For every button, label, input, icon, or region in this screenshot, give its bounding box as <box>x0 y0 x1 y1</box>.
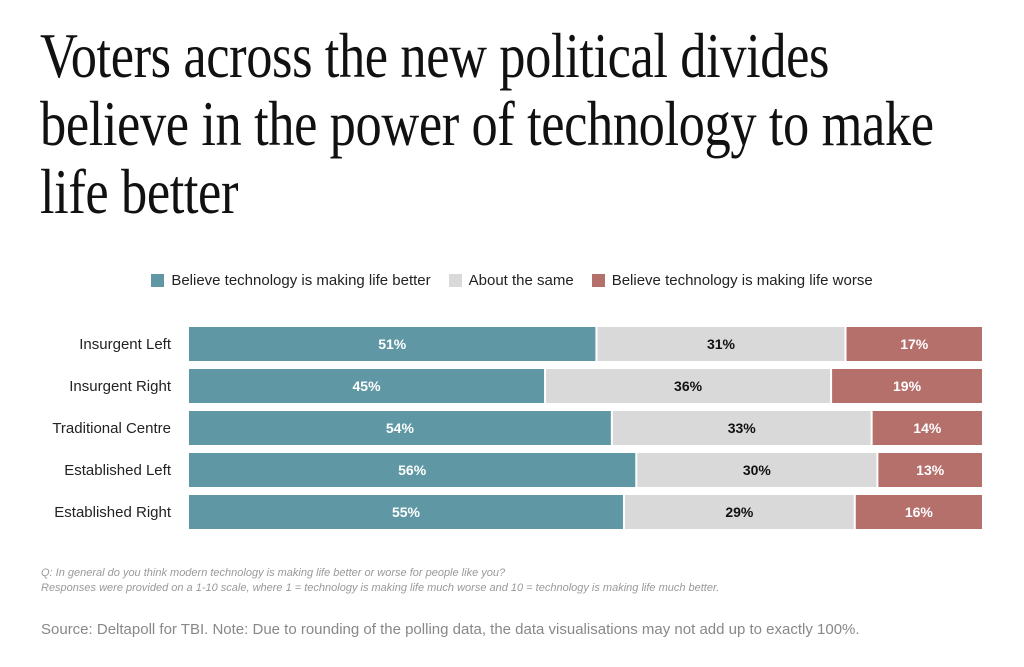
question-note: Q: In general do you think modern techno… <box>41 567 506 579</box>
data-label: 13% <box>916 462 945 478</box>
bar-segment <box>846 327 982 361</box>
bar-segment <box>189 453 636 487</box>
category-label: Insurgent Left <box>79 336 172 353</box>
data-label: 36% <box>674 378 703 394</box>
legend-item: About the same <box>448 272 574 289</box>
legend: Believe technology is making life better… <box>0 272 1024 289</box>
source-note: Source: Deltapoll for TBI. Note: Due to … <box>41 621 860 638</box>
legend-label: Believe technology is making life better <box>171 272 431 289</box>
legend-swatch <box>591 274 605 287</box>
category-label: Established Left <box>64 462 172 479</box>
category-label: Traditional Centre <box>52 420 171 437</box>
data-label: 16% <box>905 504 934 520</box>
bar-segment <box>855 495 982 529</box>
bar-segment <box>189 369 545 403</box>
bar-segment <box>878 453 982 487</box>
bar-segment <box>832 369 982 403</box>
data-label: 51% <box>378 336 407 352</box>
data-label: 14% <box>913 420 942 436</box>
bar-segment <box>637 453 877 487</box>
category-label: Established Right <box>54 504 172 521</box>
data-label: 55% <box>392 504 421 520</box>
data-label: 45% <box>353 378 382 394</box>
data-label: 56% <box>398 462 427 478</box>
bar-segment <box>597 327 845 361</box>
bar-segment <box>546 369 831 403</box>
data-label: 30% <box>743 462 772 478</box>
data-label: 33% <box>728 420 757 436</box>
category-label: Insurgent Right <box>69 378 172 395</box>
bar-segment <box>189 495 623 529</box>
scale-note: Responses were provided on a 1-10 scale,… <box>41 582 720 594</box>
bar-segment <box>189 327 596 361</box>
legend-label: About the same <box>468 272 574 289</box>
bar-segment <box>872 411 982 445</box>
legend-item: Believe technology is making life worse <box>591 272 873 289</box>
chart-title: Voters across the new political divides … <box>40 20 934 227</box>
data-label: 17% <box>900 336 929 352</box>
bar-segment <box>624 495 854 529</box>
legend-swatch <box>448 274 462 287</box>
legend-swatch <box>151 274 165 287</box>
data-label: 19% <box>893 378 922 394</box>
data-label: 29% <box>725 504 754 520</box>
legend-item: Believe technology is making life better <box>151 272 431 289</box>
bar-segment <box>189 411 611 445</box>
data-label: 31% <box>707 336 736 352</box>
legend-label: Believe technology is making life worse <box>611 272 873 289</box>
bar-segment <box>612 411 871 445</box>
data-label: 54% <box>386 420 415 436</box>
